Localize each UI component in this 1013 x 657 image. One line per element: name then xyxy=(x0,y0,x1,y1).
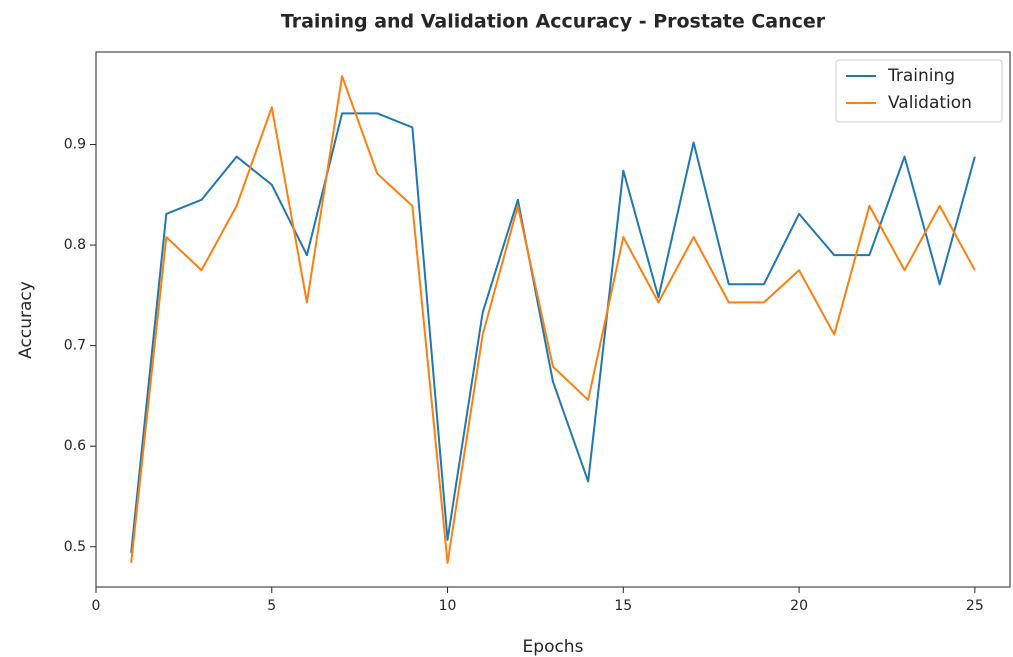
x-tick-label: 10 xyxy=(439,598,457,614)
legend-box xyxy=(835,59,1003,123)
legend-label: Training xyxy=(887,66,955,86)
chart-title: Training and Validation Accuracy - Prost… xyxy=(281,11,826,33)
x-tick-label: 15 xyxy=(614,598,632,614)
x-tick-label: 0 xyxy=(92,598,101,614)
x-tick-label: 5 xyxy=(267,598,276,614)
y-tick-label: 0.7 xyxy=(64,338,86,354)
y-tick-label: 0.5 xyxy=(64,539,86,555)
plot-frame xyxy=(95,51,1011,588)
line-series xyxy=(130,112,976,553)
y-tick-label: 0.9 xyxy=(64,137,86,153)
x-axis-label: Epochs xyxy=(523,637,584,657)
y-axis-label: Accuracy xyxy=(16,281,36,359)
x-tick-label: 20 xyxy=(790,598,808,614)
x-tick-label: 25 xyxy=(966,598,984,614)
y-tick-label: 0.6 xyxy=(64,438,86,454)
legend-label: Validation xyxy=(888,93,972,113)
y-tick-label: 0.8 xyxy=(64,237,86,253)
line-series xyxy=(130,75,976,564)
